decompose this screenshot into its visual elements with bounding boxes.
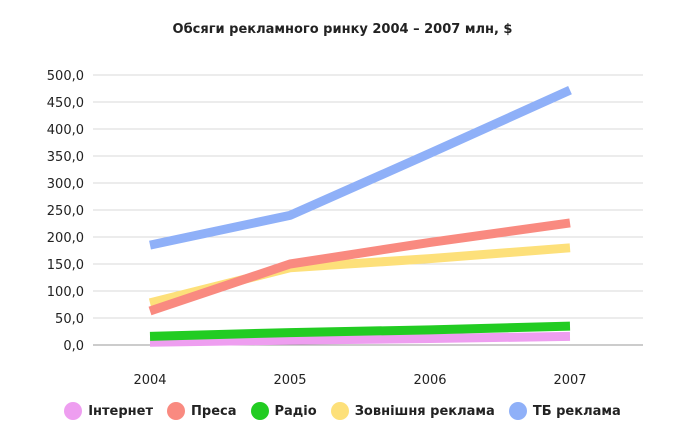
y-tick-label: 450,0 (47, 96, 84, 111)
x-axis-labels: 2004 2005 2006 2007 (133, 373, 586, 388)
legend-item: ТБ реклама (508, 402, 621, 420)
y-axis-labels: 0,0 50,0 100,0 150,0 200,0 250,0 300,0 350,0 400… (47, 69, 84, 354)
y-tick-label: 300,0 (47, 177, 84, 192)
y-tick-label: 200,0 (47, 231, 84, 246)
legend-item: Радіо (250, 402, 317, 420)
series-line (149, 321, 571, 341)
legend-swatch (508, 402, 527, 420)
y-tick-label: 0,0 (63, 339, 84, 354)
legend-item: Інтернет (64, 402, 153, 420)
legend-label: Радіо (274, 403, 317, 419)
x-tick-label: 2005 (273, 373, 306, 388)
x-tick-label: 2004 (133, 373, 166, 388)
series-layer (148, 86, 572, 347)
legend-item: Преса (167, 402, 237, 420)
y-tick-label: 500,0 (47, 69, 84, 84)
legend-swatch (64, 402, 83, 420)
series-line (149, 331, 571, 347)
legend-swatch (330, 402, 349, 420)
y-tick-label: 50,0 (55, 312, 84, 327)
legend-label: Зовнішня реклама (354, 403, 495, 419)
legend-label: ТБ реклама (532, 403, 621, 419)
chart-title: Обсяги рекламного ринку 2004 – 2007 млн,… (172, 22, 513, 37)
series-line (148, 218, 571, 316)
legend: Інтернет Преса Радіо Зовнішня реклама ТБ рек… (0, 402, 685, 420)
series-line (149, 86, 572, 250)
y-tick-label: 350,0 (47, 150, 84, 165)
y-tick-label: 250,0 (47, 204, 84, 219)
legend-label: Інтернет (88, 403, 154, 419)
x-tick-label: 2007 (553, 373, 586, 388)
legend-label: Преса (191, 403, 237, 419)
y-tick-label: 150,0 (47, 258, 84, 273)
legend-swatch (250, 402, 269, 420)
y-tick-label: 400,0 (47, 123, 84, 138)
legend-swatch (167, 402, 186, 420)
legend-item: Зовнішня реклама (330, 402, 495, 420)
x-tick-label: 2006 (413, 373, 446, 388)
y-tick-label: 100,0 (47, 285, 84, 300)
line-chart: 0,0 50,0 100,0 150,0 200,0 250,0 300,0 350,0 400… (47, 69, 643, 388)
